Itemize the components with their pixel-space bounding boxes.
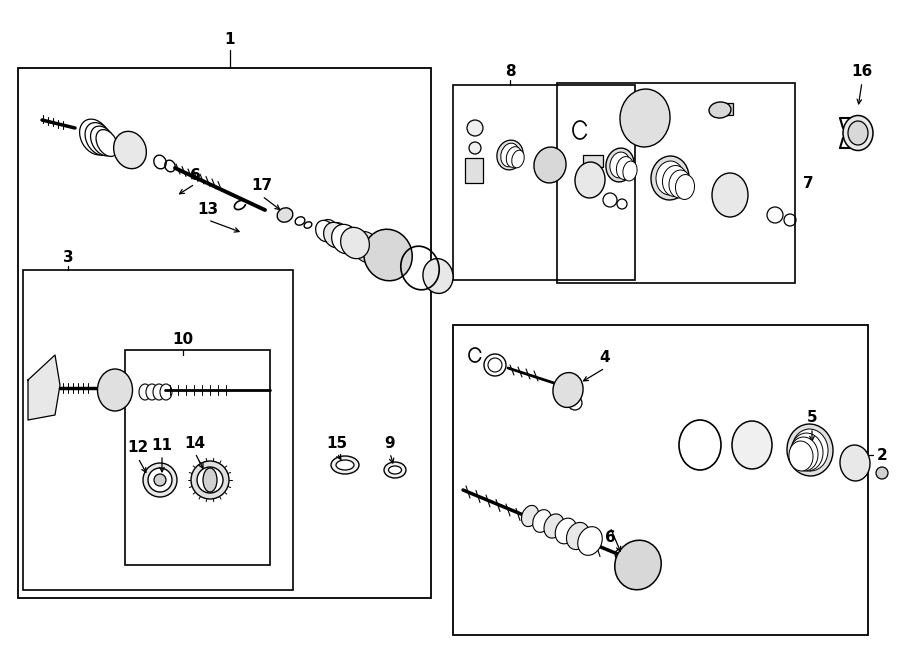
Polygon shape <box>28 355 60 420</box>
Ellipse shape <box>384 462 406 478</box>
Ellipse shape <box>732 421 772 469</box>
Ellipse shape <box>616 157 634 179</box>
Ellipse shape <box>712 173 748 217</box>
Ellipse shape <box>203 468 217 492</box>
Text: 13: 13 <box>197 202 219 217</box>
Bar <box>465 158 483 183</box>
Ellipse shape <box>96 130 118 157</box>
Ellipse shape <box>113 132 147 169</box>
Ellipse shape <box>139 384 151 400</box>
Ellipse shape <box>340 227 369 258</box>
Text: 15: 15 <box>327 436 347 451</box>
Bar <box>125 350 270 565</box>
Ellipse shape <box>497 140 523 170</box>
Ellipse shape <box>512 150 524 168</box>
Text: 5: 5 <box>806 410 817 426</box>
Circle shape <box>467 120 483 136</box>
Ellipse shape <box>277 208 292 222</box>
Ellipse shape <box>389 466 401 474</box>
Ellipse shape <box>91 126 115 156</box>
Ellipse shape <box>676 175 695 200</box>
Ellipse shape <box>533 510 552 532</box>
Ellipse shape <box>843 116 873 151</box>
Ellipse shape <box>331 224 358 254</box>
Ellipse shape <box>146 384 158 400</box>
Ellipse shape <box>566 522 590 549</box>
Ellipse shape <box>345 229 370 258</box>
Text: 16: 16 <box>851 65 873 79</box>
Ellipse shape <box>353 231 380 262</box>
Ellipse shape <box>328 223 349 247</box>
Text: 1: 1 <box>225 32 235 48</box>
Ellipse shape <box>709 102 731 118</box>
Text: 9: 9 <box>384 436 395 451</box>
Ellipse shape <box>555 518 577 544</box>
Bar <box>23 270 293 590</box>
Ellipse shape <box>791 433 823 471</box>
Text: 6: 6 <box>605 529 616 545</box>
Ellipse shape <box>789 441 813 471</box>
Ellipse shape <box>143 463 177 497</box>
Ellipse shape <box>553 373 583 407</box>
Text: 4: 4 <box>599 350 610 366</box>
Ellipse shape <box>787 424 833 476</box>
Text: 8: 8 <box>505 65 516 79</box>
Ellipse shape <box>364 229 412 281</box>
Ellipse shape <box>669 170 691 198</box>
Ellipse shape <box>534 147 566 183</box>
Bar <box>583 155 603 167</box>
Ellipse shape <box>620 89 670 147</box>
Ellipse shape <box>154 474 166 486</box>
Ellipse shape <box>316 220 335 242</box>
Ellipse shape <box>575 162 605 198</box>
Ellipse shape <box>337 225 360 253</box>
Ellipse shape <box>651 156 689 200</box>
Ellipse shape <box>160 384 172 400</box>
Bar <box>557 83 795 283</box>
Text: 6: 6 <box>190 167 201 182</box>
Text: 14: 14 <box>184 436 205 451</box>
Ellipse shape <box>423 258 453 293</box>
Ellipse shape <box>507 147 522 167</box>
Text: 10: 10 <box>173 332 194 348</box>
Ellipse shape <box>662 165 688 196</box>
Ellipse shape <box>848 121 868 145</box>
Ellipse shape <box>615 540 662 590</box>
Ellipse shape <box>320 219 339 243</box>
Ellipse shape <box>656 161 684 195</box>
Bar <box>713 103 733 115</box>
Ellipse shape <box>331 456 359 474</box>
Text: 17: 17 <box>251 178 273 194</box>
Ellipse shape <box>79 119 111 155</box>
Ellipse shape <box>606 148 634 182</box>
Text: 3: 3 <box>63 251 73 266</box>
Ellipse shape <box>792 429 828 471</box>
Text: 11: 11 <box>151 438 173 453</box>
Ellipse shape <box>153 384 165 400</box>
Ellipse shape <box>840 445 870 481</box>
Ellipse shape <box>197 467 223 493</box>
Ellipse shape <box>544 514 564 538</box>
Bar <box>453 325 868 635</box>
Ellipse shape <box>578 527 602 555</box>
Bar <box>453 85 635 280</box>
Text: 2: 2 <box>877 447 887 463</box>
Ellipse shape <box>610 152 630 178</box>
Ellipse shape <box>336 460 354 470</box>
Ellipse shape <box>324 222 346 248</box>
Ellipse shape <box>623 161 637 181</box>
Text: 7: 7 <box>803 176 814 190</box>
Circle shape <box>876 467 888 479</box>
Ellipse shape <box>191 461 229 499</box>
Ellipse shape <box>790 437 818 471</box>
Ellipse shape <box>97 369 132 411</box>
Text: 12: 12 <box>128 440 148 455</box>
Bar <box>18 68 431 598</box>
Ellipse shape <box>500 143 519 167</box>
Ellipse shape <box>86 122 112 155</box>
Circle shape <box>469 142 481 154</box>
Ellipse shape <box>521 506 538 527</box>
Ellipse shape <box>148 468 172 492</box>
